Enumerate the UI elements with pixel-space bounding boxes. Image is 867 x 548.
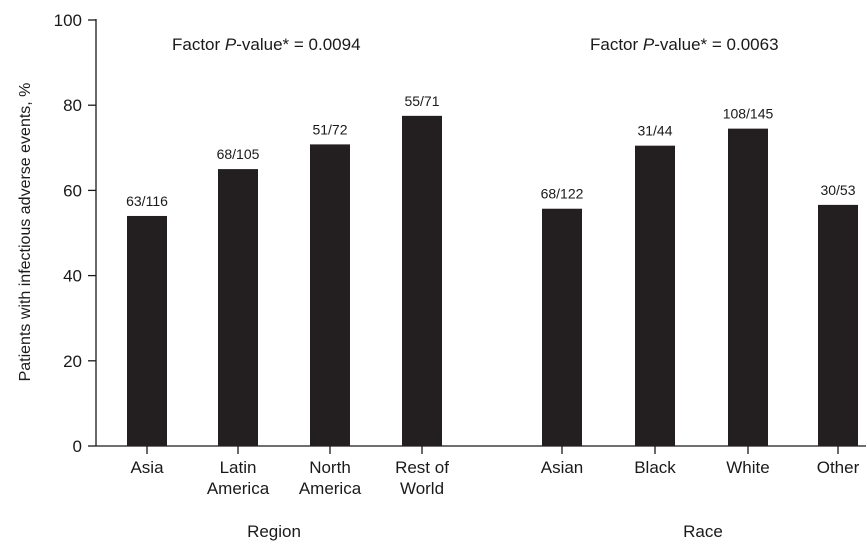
bar: [402, 116, 442, 446]
y-tick-label: 0: [73, 437, 82, 456]
category-label: Asia: [130, 458, 164, 477]
bar: [310, 144, 350, 446]
group-labels: Region Race: [247, 522, 723, 541]
category-label: North America: [299, 458, 362, 498]
y-tick-label: 60: [63, 181, 82, 200]
x-axis: [96, 446, 866, 454]
category-label: Other: [817, 458, 860, 477]
data-label: 30/53: [820, 182, 855, 198]
data-label: 31/44: [637, 123, 672, 139]
bar: [728, 129, 768, 446]
group-label: Region: [247, 522, 301, 541]
bar: [635, 146, 675, 446]
bar: [127, 216, 167, 446]
y-tick-label: 20: [63, 352, 82, 371]
bar: [542, 209, 582, 446]
p-value-annotation: Factor P-value* = 0.0063: [590, 35, 779, 54]
y-tick-label: 80: [63, 96, 82, 115]
p-value-annotation: Factor P-value* = 0.0094: [172, 35, 361, 54]
data-label: 68/105: [217, 146, 260, 162]
bar: [218, 169, 258, 446]
y-axis: 0 20 40 60 80 100: [54, 11, 96, 456]
y-tick-label: 100: [54, 11, 82, 30]
category-label: Asian: [541, 458, 584, 477]
y-axis-label: Patients with infectious adverse events,…: [17, 83, 34, 382]
category-label: Black: [634, 458, 676, 477]
category-label: Rest of World: [395, 458, 449, 498]
data-label: 63/116: [126, 193, 168, 209]
y-tick-label: 40: [63, 267, 82, 286]
group-label: Race: [683, 522, 723, 541]
data-label: 55/71: [404, 93, 439, 109]
bar: [818, 205, 858, 446]
p-value-annotations: Factor P-value* = 0.0094 Factor P-value* …: [172, 35, 779, 54]
category-labels: Asia Latin America North America Rest of World…: [130, 458, 859, 498]
category-label: White: [726, 458, 769, 477]
bars: [127, 116, 858, 446]
category-label: Latin America: [207, 458, 270, 498]
data-label: 51/72: [312, 121, 347, 137]
data-label: 108/145: [723, 106, 774, 122]
data-label: 68/122: [541, 186, 584, 202]
